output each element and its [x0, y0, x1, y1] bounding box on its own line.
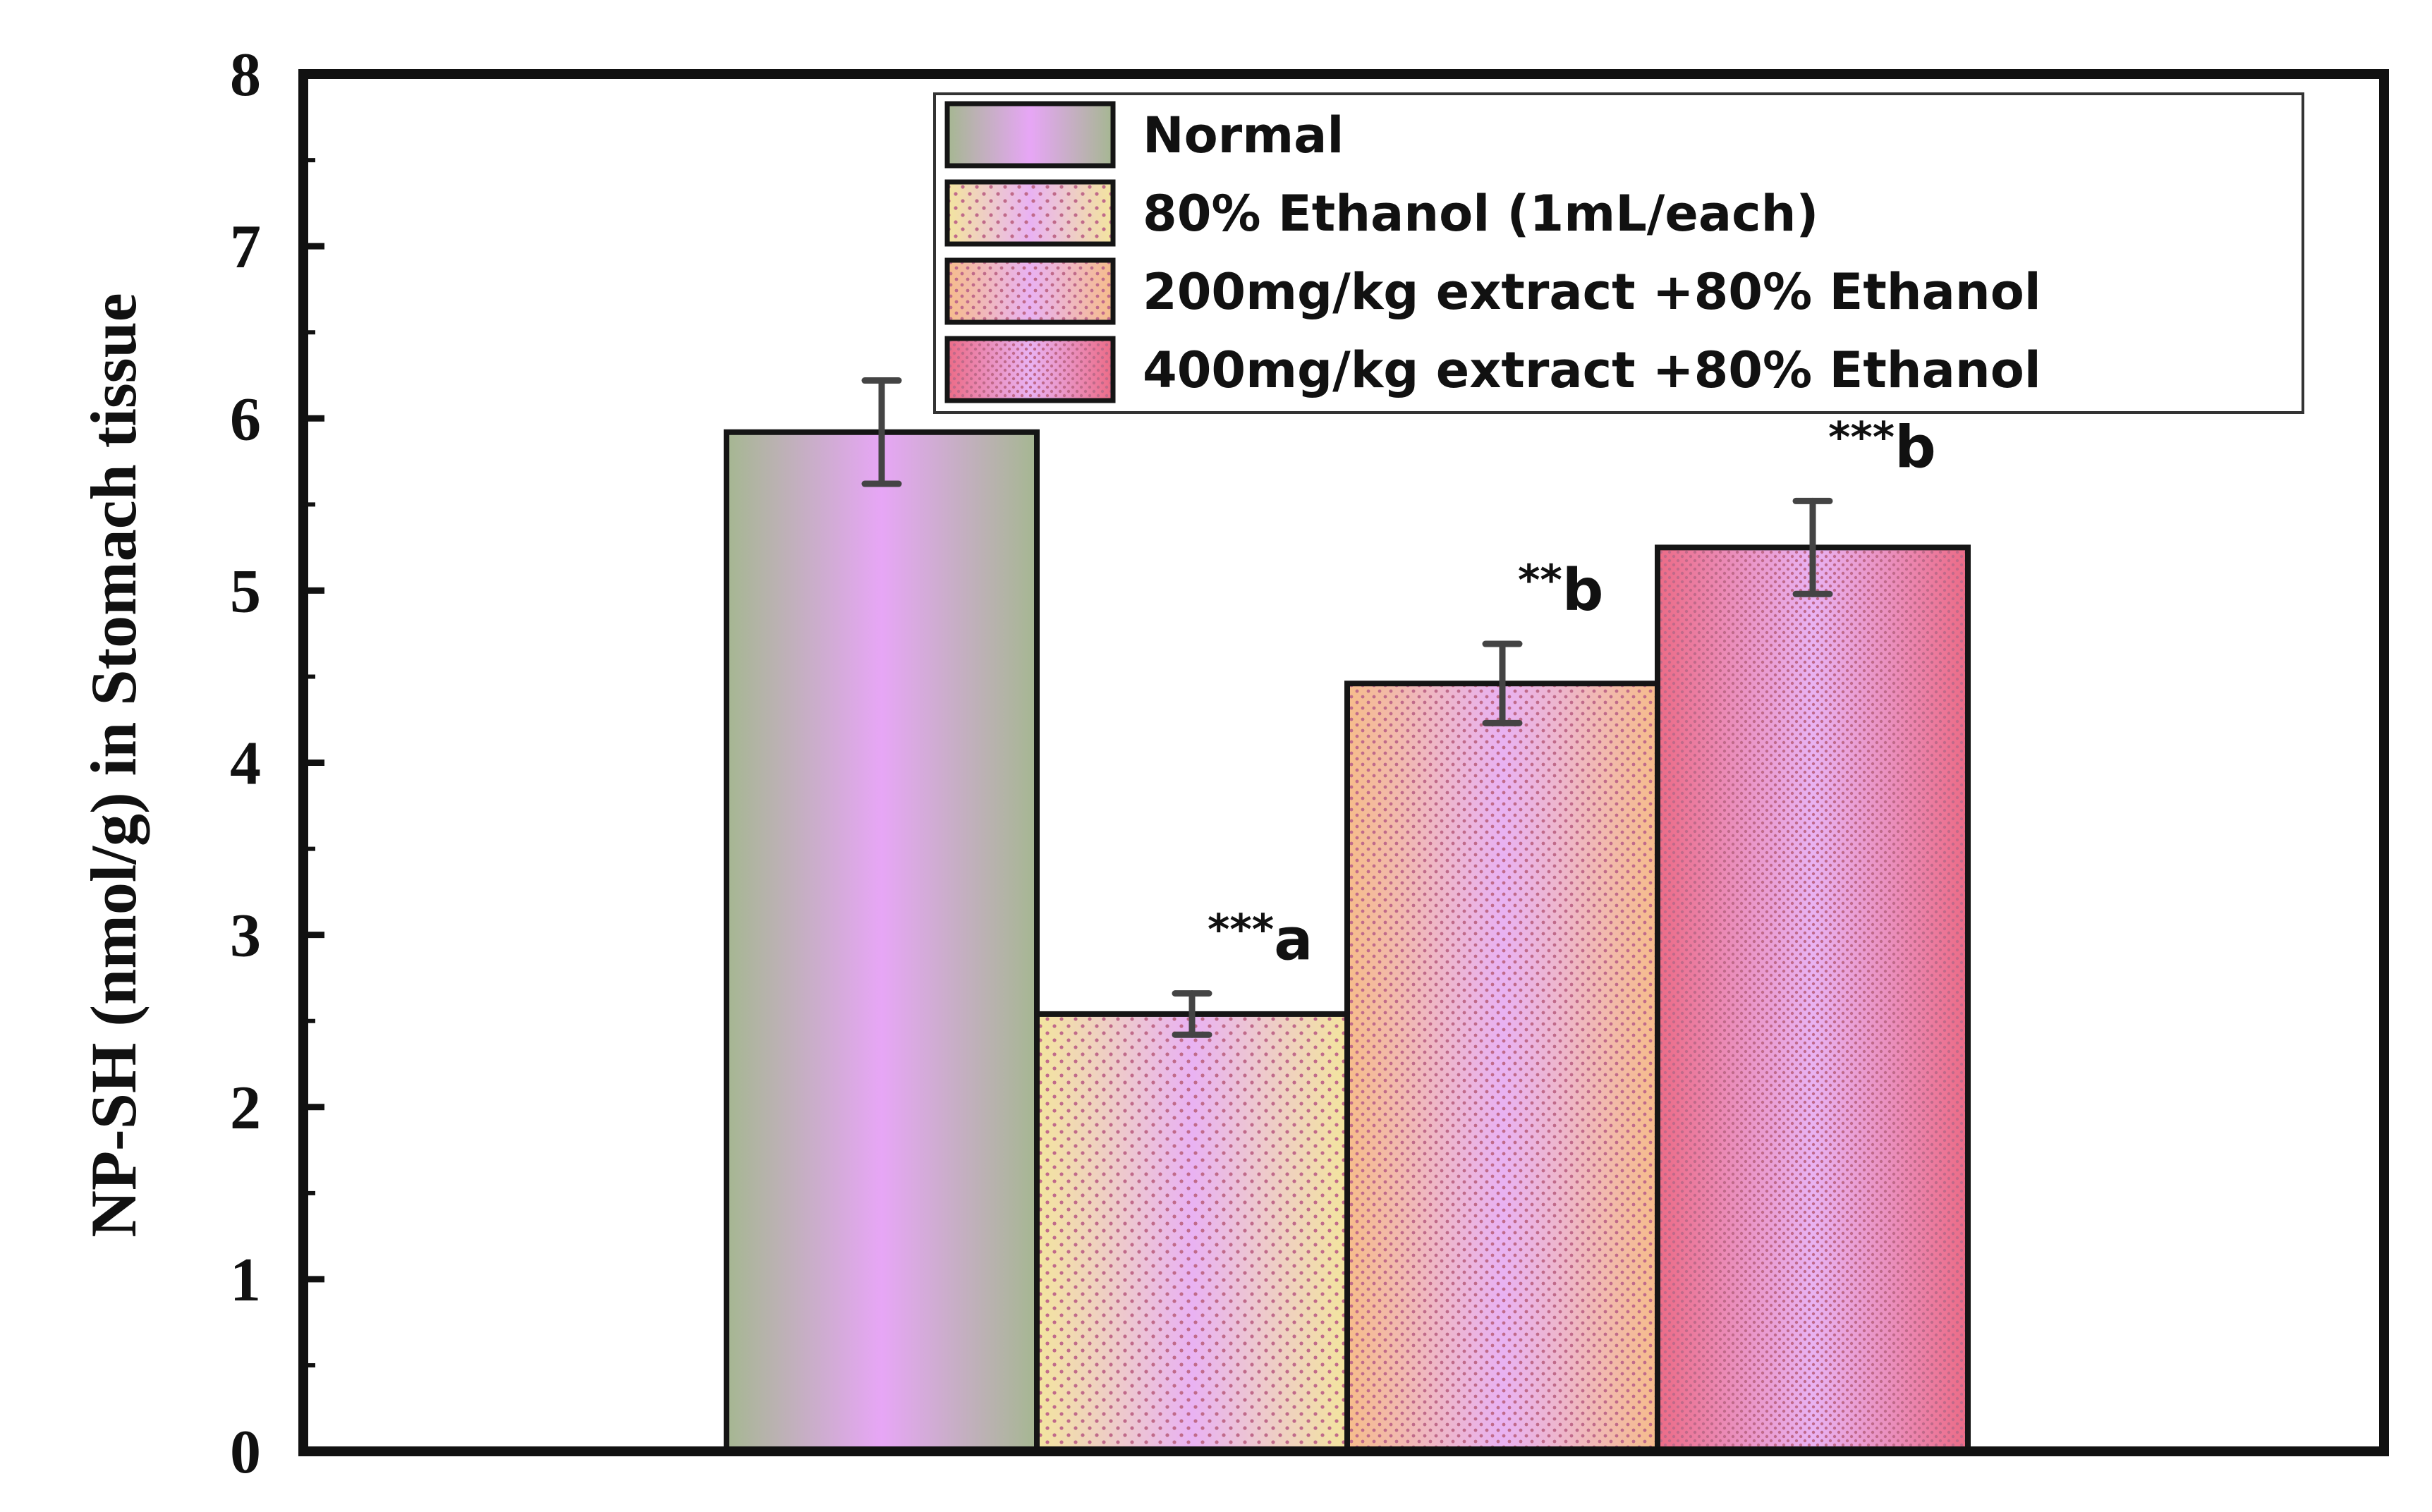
- y-tick-label-0: 0: [230, 1418, 261, 1487]
- y-tick-label-2: 2: [230, 1074, 261, 1142]
- bar-4: [1655, 544, 1971, 1454]
- error-bar-1: [861, 377, 902, 487]
- y-tick-label-8: 8: [230, 41, 261, 109]
- bar-4-dot-pattern: [1658, 547, 1968, 1451]
- legend-label-4: 400mg/kg extract +80% Ethanol: [1143, 341, 2041, 399]
- significance-annotations: ***a **b ***b: [1208, 413, 1936, 973]
- y-tick-label-7: 7: [230, 213, 261, 281]
- legend-items: Normal 80% Ethanol (1mL/each) 200mg/kg ext…: [944, 101, 2041, 403]
- legend-label-3: 200mg/kg extract +80% Ethanol: [1143, 263, 2041, 321]
- error-bar-2: [1172, 990, 1212, 1038]
- error-bars-layer: [861, 377, 1833, 1038]
- error-bar-4: [1792, 497, 1833, 597]
- bar-1-fill: [726, 432, 1037, 1451]
- legend-label-1: Normal: [1143, 106, 1344, 164]
- y-axis: 0 1 2 3 4 5 6 7 8: [230, 41, 324, 1487]
- legend-item-4: 400mg/kg extract +80% Ethanol: [944, 336, 2041, 403]
- significance-label-2: ***a: [1208, 906, 1313, 974]
- legend: Normal 80% Ethanol (1mL/each) 200mg/kg ext…: [933, 92, 2304, 414]
- legend-swatch-2: [944, 179, 1116, 247]
- y-axis-title: NP-SH (nmol/g) in Stomach tissue: [78, 293, 150, 1237]
- legend-label-2: 80% Ethanol (1mL/each): [1143, 185, 1818, 243]
- y-tick-label-5: 5: [230, 557, 261, 626]
- y-tick-label-3: 3: [230, 902, 261, 970]
- y-tick-label-6: 6: [230, 385, 261, 453]
- bars-layer: [724, 429, 1971, 1454]
- legend-item-1: Normal: [944, 101, 1344, 169]
- bar-1: [724, 429, 1040, 1454]
- significance-label-3: **b: [1518, 556, 1603, 624]
- legend-box: [933, 92, 2304, 414]
- legend-item-3: 200mg/kg extract +80% Ethanol: [944, 257, 2041, 325]
- legend-swatch-3: [944, 257, 1116, 325]
- legend-swatch-4: [944, 336, 1116, 403]
- bar-3: [1344, 681, 1660, 1454]
- significance-label-4: ***b: [1828, 413, 1936, 481]
- error-bar-3: [1482, 640, 1523, 726]
- bar-2: [1034, 1011, 1350, 1454]
- y-tick-label-4: 4: [230, 730, 261, 798]
- legend-swatch-1: [944, 101, 1116, 169]
- y-tick-label-1: 1: [230, 1246, 261, 1315]
- bar-2-dot-pattern: [1037, 1013, 1347, 1451]
- legend-item-2: 80% Ethanol (1mL/each): [944, 179, 1818, 247]
- bar-3-dot-pattern: [1347, 683, 1658, 1451]
